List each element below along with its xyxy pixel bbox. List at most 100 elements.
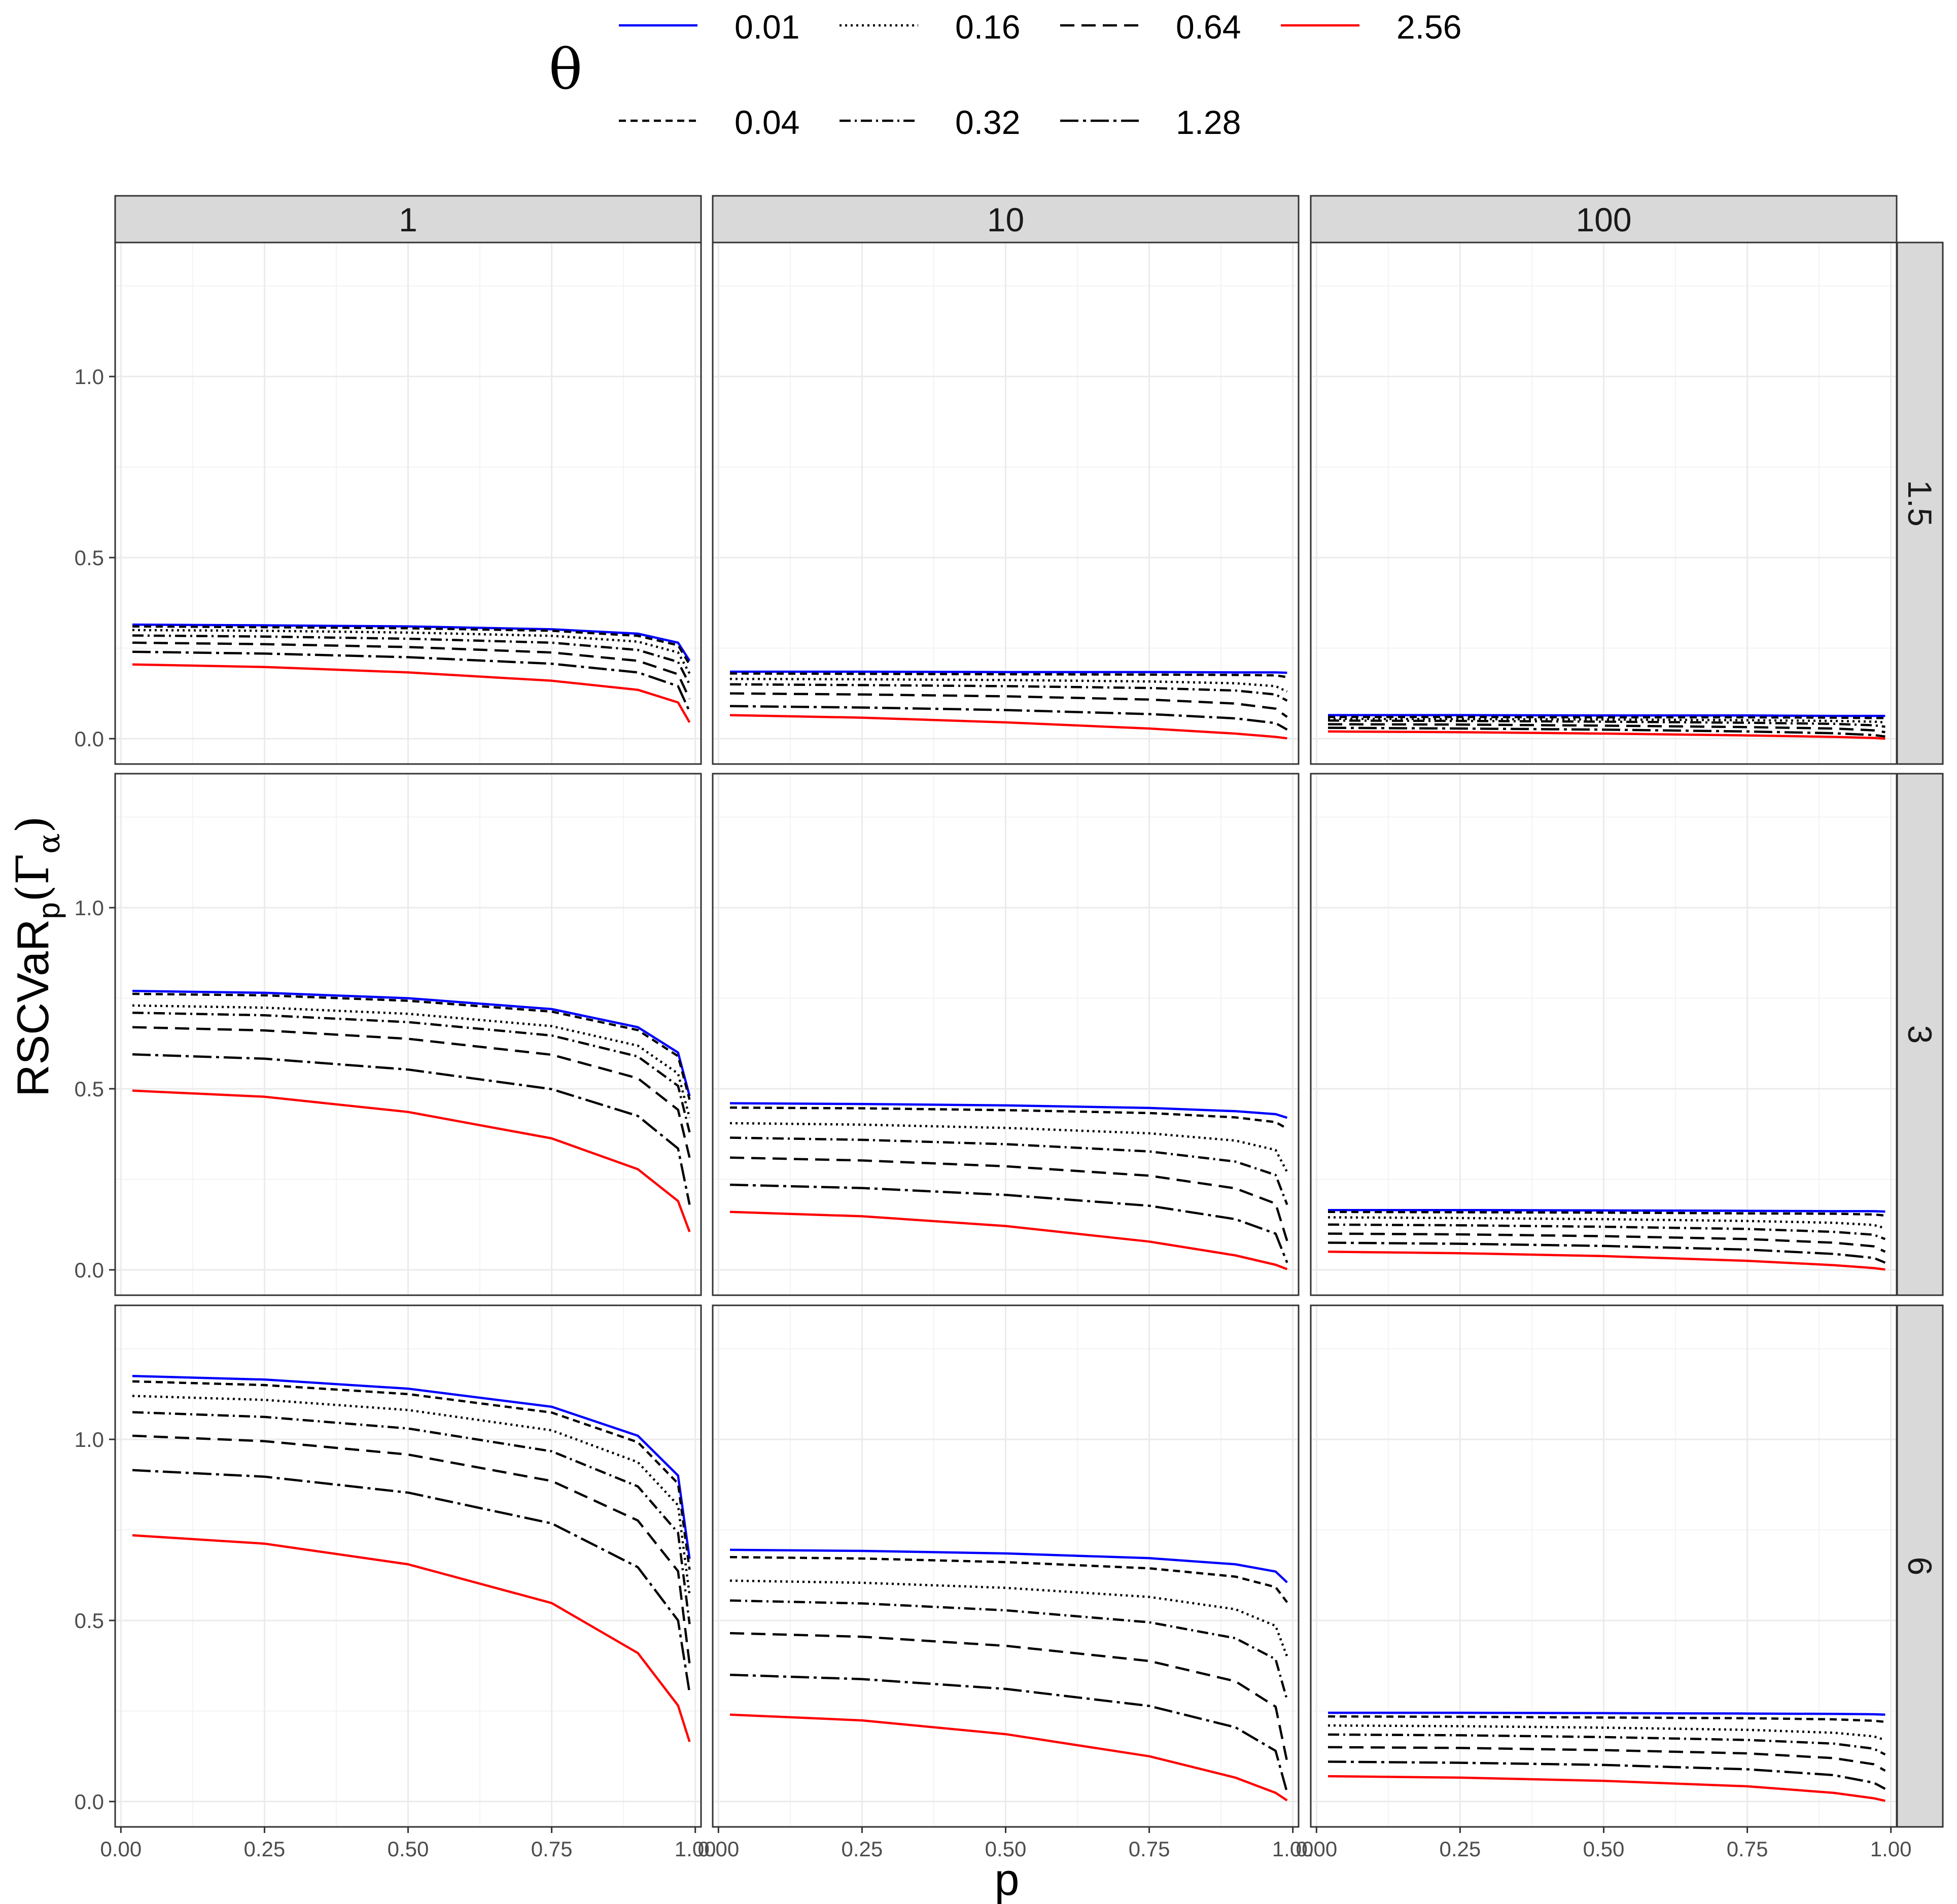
series-line-theta-0_64 bbox=[132, 641, 691, 700]
series-line-theta-0_32 bbox=[132, 1011, 691, 1133]
series-line-theta-0_64 bbox=[729, 692, 1288, 718]
facet-panel: 0.0 0.5 1.0 bbox=[75, 773, 702, 1296]
legend-label-0_01: 0.01 bbox=[735, 8, 799, 46]
series-line-theta-0_64 bbox=[132, 1434, 691, 1665]
x-tick-label: 0.50 bbox=[985, 1837, 1027, 1861]
y-axis-title-close: ) bbox=[7, 816, 59, 833]
series-line-theta-0_01 bbox=[132, 990, 691, 1096]
facet-column-label: 1 bbox=[399, 201, 417, 238]
series-line-theta-0_32 bbox=[132, 1411, 691, 1624]
series-line-theta-0_16 bbox=[1327, 717, 1885, 724]
panel-gridlines bbox=[1311, 774, 1897, 1295]
series-line-theta-0_04 bbox=[1327, 1715, 1885, 1723]
series-line-theta-0_16 bbox=[132, 1004, 691, 1118]
facet-panels: 1 10 1001.5360.00.51.00.00.51.00.00.51.00.… bbox=[75, 195, 1944, 1861]
panel-border bbox=[1310, 773, 1898, 1296]
y-tick-label: 0.5 bbox=[75, 1609, 104, 1633]
y-axis-title-alpha: α bbox=[31, 833, 67, 854]
series-line-theta-2_56 bbox=[1327, 730, 1885, 740]
panel-gridlines bbox=[1311, 243, 1897, 764]
x-tick-label: 1.00 bbox=[675, 1837, 716, 1861]
panel-gridlines bbox=[1311, 1305, 1897, 1827]
x-tick-label: 1.00 bbox=[1272, 1837, 1314, 1861]
series-line-theta-1_28 bbox=[1327, 1241, 1886, 1264]
series-line-theta-0_01 bbox=[729, 1102, 1288, 1119]
x-tick-label: 0.75 bbox=[1727, 1837, 1768, 1861]
series-line-theta-1_28 bbox=[1327, 726, 1885, 738]
facet-column-strip: 100 bbox=[1310, 195, 1898, 244]
y-axis-title-subscript: p bbox=[32, 902, 66, 919]
series-line-theta-0_04 bbox=[729, 1555, 1288, 1603]
facet-row-strip-bg bbox=[1896, 1304, 1944, 1828]
series-line-theta-0_16 bbox=[729, 1122, 1288, 1173]
series-line-theta-0_32 bbox=[1327, 719, 1885, 728]
series-line-theta-0_04 bbox=[132, 625, 691, 665]
series-line-theta-0_32 bbox=[729, 1599, 1288, 1701]
series-line-theta-0_64 bbox=[729, 1156, 1288, 1241]
x-tick-label: 0.75 bbox=[531, 1837, 573, 1861]
facet-panel bbox=[1310, 773, 1898, 1296]
y-axis-title-gamma: (Γ bbox=[7, 854, 59, 902]
series-line-theta-1_28 bbox=[132, 1053, 691, 1205]
facet-row-strip-bg bbox=[1896, 241, 1944, 765]
series-line-theta-1_28 bbox=[132, 1469, 691, 1693]
series-line-theta-0_04 bbox=[132, 992, 691, 1100]
series-line-theta-0_16 bbox=[729, 677, 1288, 693]
facet-panel: 0.0 0.5 1.0 bbox=[75, 241, 702, 765]
series-line-theta-1_28 bbox=[729, 705, 1288, 731]
facet-row-strip: 3 bbox=[1896, 773, 1944, 1296]
facet-panel: 0.00 0.25 0.50 0.75 1.00 bbox=[1296, 1304, 1912, 1861]
y-tick-label: 0.0 bbox=[75, 1258, 104, 1282]
series-line-theta-0_04 bbox=[729, 672, 1287, 678]
y-axis-title-main: RSCVaR bbox=[8, 919, 58, 1097]
series-line-theta-1_28 bbox=[1327, 1760, 1886, 1790]
series-line-theta-0_01 bbox=[132, 623, 691, 662]
series-line-theta-0_01 bbox=[1328, 1208, 1885, 1213]
y-tick-label: 0.0 bbox=[75, 1790, 104, 1814]
x-tick-label: 0.50 bbox=[1583, 1837, 1625, 1861]
panel-border bbox=[114, 241, 702, 765]
series-line-theta-0_32 bbox=[729, 683, 1288, 702]
legend-label-1_28: 1.28 bbox=[1176, 103, 1241, 141]
legend-items: 0.01 0.04 0.16 0.32 0.64 1.28 2.56 bbox=[619, 8, 1461, 141]
y-axis-title: RSCVaRp(Γα) bbox=[7, 816, 67, 1097]
x-tick-label: 0.25 bbox=[1440, 1837, 1481, 1861]
panel-gridlines bbox=[713, 774, 1299, 1295]
panel-gridlines bbox=[115, 1305, 701, 1827]
x-tick-label: 0.50 bbox=[388, 1837, 429, 1861]
legend-title: θ bbox=[549, 37, 582, 102]
series-line-theta-2_56 bbox=[1327, 1775, 1885, 1802]
series-line-theta-0_01 bbox=[730, 670, 1287, 674]
series-line-theta-0_64 bbox=[1327, 1746, 1886, 1772]
y-tick-label: 0.5 bbox=[75, 546, 104, 570]
series-line-theta-2_56 bbox=[132, 663, 691, 723]
series-line-theta-0_16 bbox=[132, 629, 691, 674]
x-axis-title: p bbox=[995, 1854, 1020, 1904]
series-line-theta-0_16 bbox=[1327, 1216, 1886, 1230]
facet-column-label: 10 bbox=[987, 201, 1024, 238]
x-tick-label: 0.25 bbox=[842, 1837, 883, 1861]
panel-border bbox=[712, 773, 1300, 1296]
facet-panel bbox=[1310, 241, 1898, 765]
legend-label-0_32: 0.32 bbox=[955, 103, 1020, 141]
series-line-theta-0_64 bbox=[729, 1632, 1288, 1762]
panel-gridlines bbox=[713, 243, 1299, 764]
facet-row-label: 6 bbox=[1901, 1557, 1939, 1576]
panel-border bbox=[712, 241, 1300, 765]
series-line-theta-2_56 bbox=[132, 1534, 691, 1742]
facet-panel: 0.0 0.5 1.0 0.00 0.25 0.50 0.75 1.00 bbox=[75, 1304, 716, 1861]
x-tick-label: 1.00 bbox=[1870, 1837, 1912, 1861]
panel-gridlines bbox=[115, 774, 701, 1295]
series-line-theta-0_16 bbox=[1327, 1724, 1886, 1741]
x-tick-label: 0.00 bbox=[100, 1837, 142, 1861]
series-line-theta-2_56 bbox=[729, 1210, 1288, 1270]
facet-row-label: 3 bbox=[1901, 1025, 1939, 1044]
x-tick-label: 0.25 bbox=[244, 1837, 286, 1861]
legend-label-0_64: 0.64 bbox=[1176, 8, 1241, 46]
panel-border bbox=[1310, 241, 1898, 765]
series-line-theta-0_01 bbox=[1328, 714, 1885, 717]
legend-label-2_56: 2.56 bbox=[1396, 8, 1461, 46]
series-line-theta-0_16 bbox=[729, 1579, 1288, 1657]
legend-label-0_16: 0.16 bbox=[955, 8, 1020, 46]
